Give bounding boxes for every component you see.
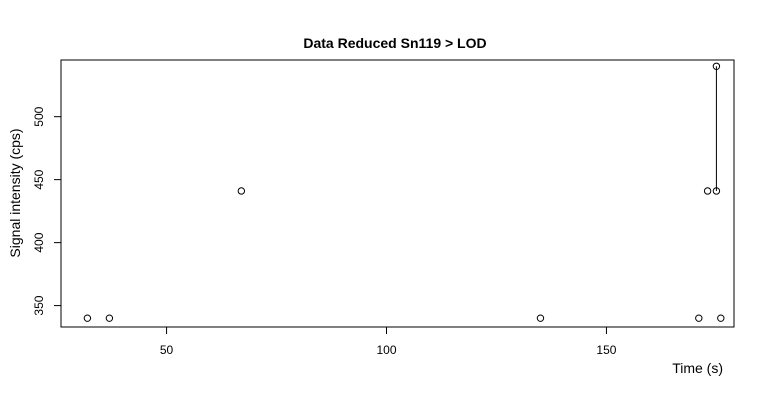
data-point (717, 314, 725, 322)
data-point (237, 187, 246, 195)
data-point (703, 187, 712, 195)
x-tick-label: 50 (160, 343, 174, 357)
data-point (695, 314, 703, 322)
y-tick-label: 400 (32, 232, 46, 252)
data-point (712, 187, 721, 195)
x-tick-label: 100 (376, 343, 396, 357)
data-point (712, 62, 721, 70)
data-point (536, 314, 545, 322)
y-axis-label: Signal intensity (cps) (7, 128, 23, 257)
data-point (105, 314, 114, 322)
y-axis: 350 400 450 500 (32, 106, 62, 316)
x-axis: 50 100 150 (160, 326, 617, 357)
data-points (83, 62, 725, 322)
y-tick-label: 450 (32, 169, 46, 189)
x-axis-label: Time (s) (672, 360, 723, 376)
x-tick-label: 150 (596, 343, 616, 357)
plot-frame (60, 59, 735, 328)
data-point (83, 314, 92, 322)
chart-title: Data Reduced Sn119 > LOD (303, 35, 486, 51)
y-tick-label: 500 (32, 106, 46, 126)
y-tick-label: 350 (32, 295, 46, 315)
